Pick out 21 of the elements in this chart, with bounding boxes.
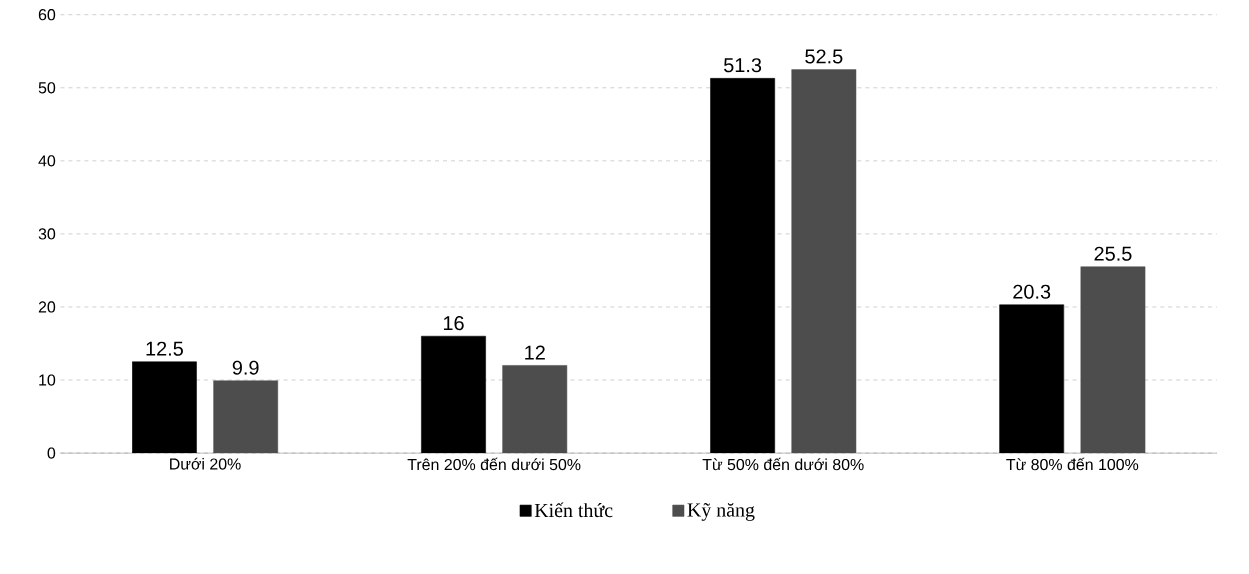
data-label: 51.3	[724, 58, 762, 73]
y-tick-label: 50	[38, 82, 56, 94]
data-label: 12.5	[146, 341, 183, 356]
y-tick-label: 0	[47, 447, 56, 459]
data-label: 16	[443, 316, 464, 331]
data-label: 20.3	[1013, 284, 1051, 299]
legend-label: Kỹ năng	[687, 502, 755, 521]
data-label: 52.5	[805, 49, 843, 64]
data-label: 9.9	[232, 360, 259, 375]
data-label: 12	[525, 345, 545, 360]
y-tick-label: 40	[38, 155, 56, 167]
data-label: 25.5	[1094, 246, 1132, 261]
y-tick-label: 20	[38, 301, 56, 313]
y-tick-label: 30	[38, 228, 56, 240]
x-tick-label: Từ 80% đến 100%	[1006, 457, 1139, 471]
x-tick-label: Dưới 20%	[170, 457, 241, 470]
y-tick-label: 60	[38, 9, 56, 21]
x-tick-label: Từ 50% đến dưới 80%	[702, 457, 864, 471]
y-tick-label: 10	[39, 374, 56, 386]
legend-label: Kiến thức	[534, 502, 613, 518]
x-tick-label: Trên 20% đến dưới 50%	[407, 457, 581, 471]
